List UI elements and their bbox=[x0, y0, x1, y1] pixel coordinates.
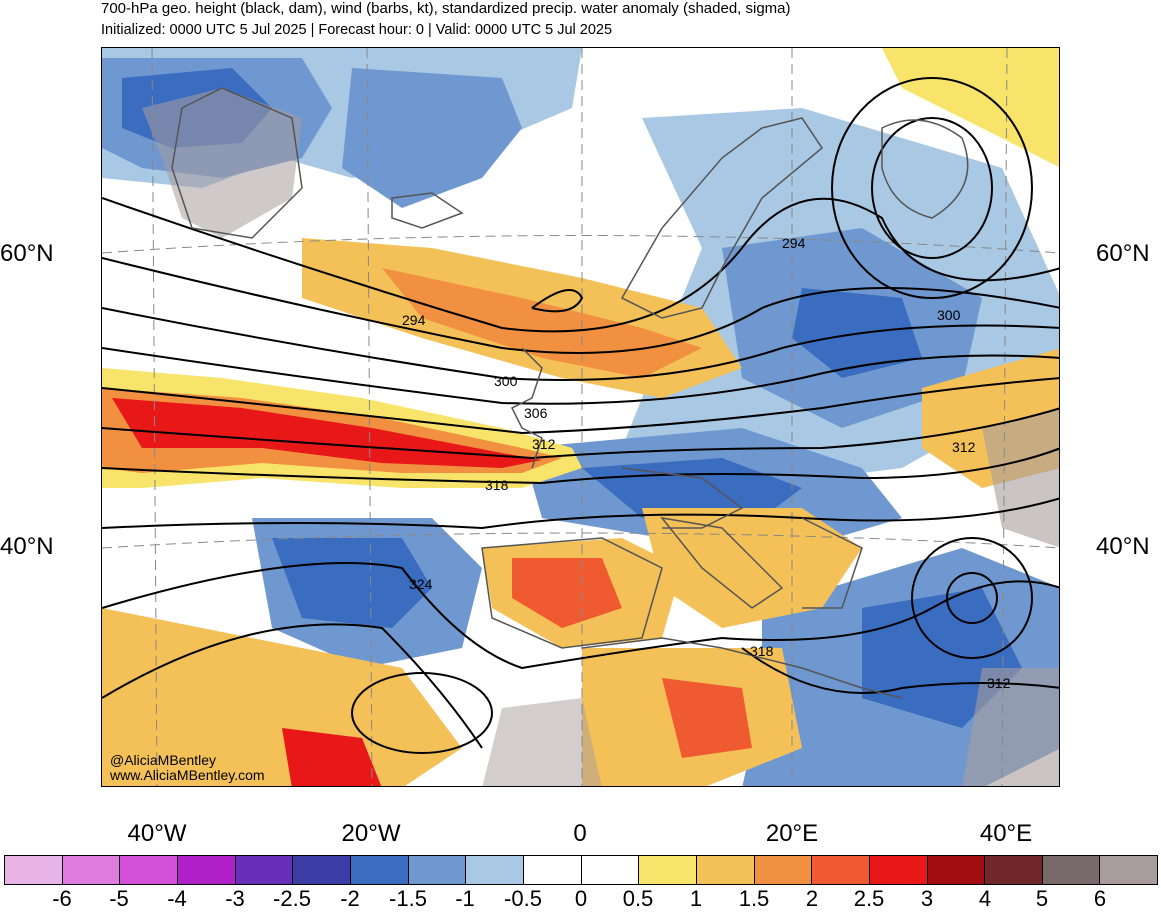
colorbar-label: 0 bbox=[574, 886, 588, 911]
colorbar-label: 2.5 bbox=[853, 886, 885, 911]
colorbar-label: 2 bbox=[805, 886, 819, 911]
colorbar-swatch bbox=[293, 856, 351, 884]
anomaly-pos-iberia-core bbox=[512, 558, 622, 628]
contour-label: 318 bbox=[750, 643, 774, 659]
credit-handle: @AliciaMBentley bbox=[110, 752, 217, 768]
colorbar-label: -3 bbox=[225, 886, 245, 911]
colorbar-swatch bbox=[696, 856, 755, 884]
contour-label-group: 294 294 300 300 306 312 312 318 318 324 … bbox=[402, 235, 1011, 691]
colorbar-swatch bbox=[408, 856, 467, 884]
colorbar-label: -0.5 bbox=[504, 886, 542, 911]
colorbar-label: 4 bbox=[978, 886, 992, 911]
map-title: 700-hPa geo. height (black, dam), wind (… bbox=[101, 0, 791, 17]
colorbar-swatch bbox=[177, 856, 236, 884]
colorbar-label: -1.5 bbox=[389, 886, 427, 911]
anomaly-blue-europe-core bbox=[582, 458, 802, 518]
colorbar-swatch bbox=[754, 856, 813, 884]
weather-map: 294 294 300 300 306 312 312 318 318 324 … bbox=[102, 48, 1059, 786]
colorbar-label: 0.5 bbox=[622, 886, 654, 911]
colorbar-swatch bbox=[62, 856, 121, 884]
height-contours bbox=[102, 77, 1059, 754]
anomaly-pos-subtropical-core bbox=[282, 728, 382, 786]
lat-label-left: 60°N bbox=[0, 240, 54, 267]
lon-label: 40°W bbox=[127, 820, 187, 847]
credit-website: www.AliciaMBentley.com bbox=[110, 767, 265, 783]
colorbar-swatch bbox=[466, 856, 524, 884]
colorbar-swatch bbox=[523, 856, 582, 884]
colorbar-label: 1.5 bbox=[738, 886, 770, 911]
anomaly-blue-azores-core bbox=[272, 538, 432, 628]
contour-label: 324 bbox=[409, 576, 433, 592]
colorbar-label: 1 bbox=[689, 886, 703, 911]
map-subtitle: Initialized: 0000 UTC 5 Jul 2025 | Forec… bbox=[101, 22, 613, 38]
contour-label: 294 bbox=[782, 235, 806, 251]
lon-label: 20°E bbox=[765, 820, 819, 847]
colorbar-swatch bbox=[350, 856, 409, 884]
colorbar-label: -5 bbox=[109, 886, 129, 911]
lon-label: 0 bbox=[573, 820, 587, 847]
colorbar-label: -2 bbox=[340, 886, 360, 911]
colorbar-swatch bbox=[985, 856, 1043, 884]
map-panel: 294 294 300 300 306 312 312 318 318 324 … bbox=[101, 47, 1060, 787]
colorbar-label: 5 bbox=[1035, 886, 1049, 911]
anomaly-pos-jet-core bbox=[112, 398, 542, 468]
colorbar-label: -4 bbox=[167, 886, 187, 911]
contour-label: 294 bbox=[402, 312, 426, 328]
contour-label: 318 bbox=[485, 477, 509, 493]
contour-label: 312 bbox=[952, 439, 976, 455]
colorbar bbox=[4, 855, 1158, 885]
anomaly-blue-north-atlantic bbox=[342, 68, 522, 208]
colorbar-swatch bbox=[581, 856, 640, 884]
sahara-land bbox=[482, 698, 602, 786]
greenland-land bbox=[142, 88, 302, 238]
colorbar-label: -2.5 bbox=[273, 886, 311, 911]
contour-label: 312 bbox=[532, 436, 556, 452]
saudi-land bbox=[962, 668, 1059, 786]
colorbar-swatch bbox=[1042, 856, 1101, 884]
russia-land bbox=[982, 408, 1059, 548]
lat-label-right: 60°N bbox=[1096, 240, 1150, 267]
colorbar-swatch bbox=[927, 856, 986, 884]
contour-label: 300 bbox=[494, 373, 518, 389]
lat-label-right: 40°N bbox=[1096, 533, 1150, 560]
contour-label: 300 bbox=[937, 307, 961, 323]
colorbar-swatch bbox=[235, 856, 294, 884]
anomaly-pos-libya-core bbox=[662, 678, 752, 758]
colorbar-label: -1 bbox=[455, 886, 475, 911]
contour-label: 312 bbox=[987, 675, 1011, 691]
lat-label-left: 40°N bbox=[0, 533, 54, 560]
colorbar-swatch bbox=[869, 856, 928, 884]
colorbar-swatch bbox=[5, 856, 63, 884]
lon-label: 40°E bbox=[979, 820, 1033, 847]
colorbar-label: -6 bbox=[52, 886, 72, 911]
colorbar-swatch bbox=[639, 856, 697, 884]
graticule bbox=[102, 48, 1059, 786]
colorbar-label: 6 bbox=[1093, 886, 1107, 911]
colorbar-swatch bbox=[812, 856, 870, 884]
coastlines bbox=[171, 87, 969, 699]
lon-label: 20°W bbox=[341, 820, 401, 847]
contour-label: 306 bbox=[524, 405, 548, 421]
colorbar-swatch bbox=[120, 856, 178, 884]
colorbar-label: 3 bbox=[920, 886, 934, 911]
colorbar-swatch bbox=[1100, 856, 1158, 884]
anomaly-pos-italy-balkans bbox=[642, 508, 862, 628]
